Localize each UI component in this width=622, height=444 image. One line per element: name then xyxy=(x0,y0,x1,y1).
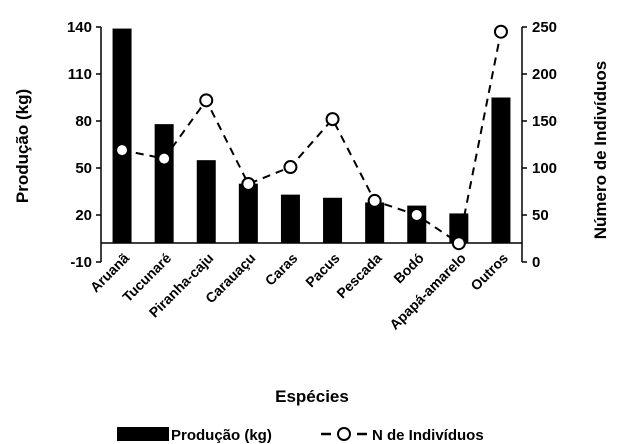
y-axis-title: Produção (kg) xyxy=(13,89,32,203)
line-point-6 xyxy=(325,112,340,127)
y2-tick-label-2: 50 xyxy=(532,207,549,224)
y2-tick-label-4: 150 xyxy=(532,113,557,130)
legend-bar-label: Produção (kg) xyxy=(171,427,272,444)
line-point-3 xyxy=(199,93,214,108)
bar-10 xyxy=(491,97,511,243)
line-point-1 xyxy=(115,143,130,158)
x-tick-label-10: Outros xyxy=(467,250,511,294)
bar-9 xyxy=(449,213,469,243)
line-point-10 xyxy=(493,24,508,39)
line-point-9 xyxy=(451,236,466,251)
line-point-4 xyxy=(241,176,256,191)
y-tick-label-1: -10 xyxy=(70,254,92,271)
y-tick-label-5: 110 xyxy=(68,66,92,83)
x-axis-title: Espécies xyxy=(275,387,349,406)
bar-4 xyxy=(238,183,258,243)
y-tick-label-6: 140 xyxy=(67,19,92,36)
y2-tick-label-6: 250 xyxy=(532,19,557,36)
line-series xyxy=(121,31,502,245)
y-tick-label-3: 50 xyxy=(75,160,92,177)
y2-axis-title: Número de Indivíduos xyxy=(591,61,610,240)
legend-line-marker xyxy=(337,427,351,441)
x-tick-label-8: Bodó xyxy=(390,250,427,287)
y-tick-label-2: 20 xyxy=(75,207,92,224)
x-tick-label-5: Caras xyxy=(262,250,301,289)
bar-1 xyxy=(112,28,132,243)
x-tick-label-9: Apapá-amarelo xyxy=(386,250,469,333)
line-point-8 xyxy=(409,208,424,222)
legend-bar-swatch xyxy=(117,427,169,441)
x-tick-label-7: Pescada xyxy=(333,250,385,302)
plot-area: -10205080110140050100150200250AruanãTucu… xyxy=(67,19,557,333)
y2-tick-label-1: 0 xyxy=(532,254,540,271)
y2-tick-label-5: 200 xyxy=(532,66,557,83)
bar-7 xyxy=(365,202,385,243)
y-tick-label-4: 80 xyxy=(75,113,92,130)
line-point-2 xyxy=(157,151,172,166)
bar-6 xyxy=(323,197,343,243)
legend-line-label: N de Indivíduos xyxy=(372,427,484,444)
y2-tick-label-3: 100 xyxy=(532,160,557,177)
x-tick-label-6: Pacus xyxy=(302,250,343,291)
legend: Produção (kg) N de Indivíduos xyxy=(117,427,484,444)
bar-5 xyxy=(280,194,300,243)
line-point-7 xyxy=(367,193,382,208)
bar-3 xyxy=(196,160,216,243)
bar-2 xyxy=(154,124,174,243)
line-point-5 xyxy=(283,160,298,175)
